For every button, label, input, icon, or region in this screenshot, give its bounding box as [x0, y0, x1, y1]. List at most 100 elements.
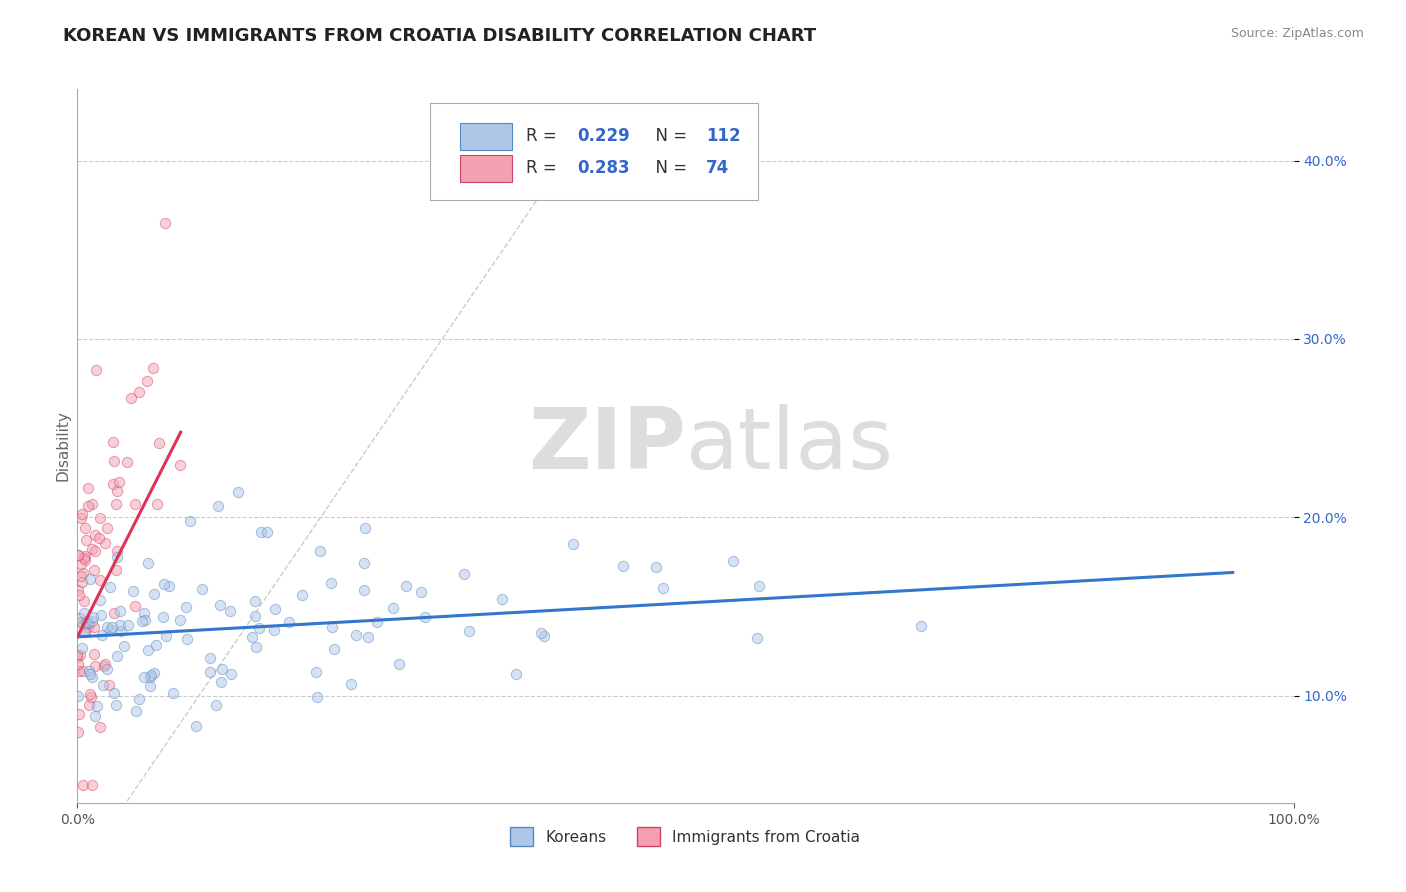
Point — [105, 544, 128, 558]
Point — [82, 609, 104, 624]
Point — [105, 698, 128, 713]
Point — [612, 558, 634, 573]
Point — [108, 618, 131, 632]
Point — [108, 475, 131, 490]
Point — [83, 563, 105, 577]
Point — [96, 521, 118, 535]
Point — [128, 692, 150, 706]
Point — [80, 778, 103, 792]
Point — [103, 477, 125, 491]
Point — [204, 698, 226, 712]
Point — [153, 216, 176, 230]
Point — [75, 521, 97, 535]
Point — [190, 582, 212, 596]
Point — [152, 577, 174, 591]
Point — [72, 606, 94, 620]
Point — [136, 556, 159, 570]
Point — [82, 497, 104, 511]
Point — [148, 436, 170, 450]
Point — [101, 435, 124, 450]
Point — [69, 648, 91, 662]
Text: N =: N = — [645, 160, 693, 178]
Point — [136, 643, 159, 657]
Text: 0.283: 0.283 — [578, 160, 630, 178]
Point — [198, 665, 221, 680]
Point — [105, 483, 128, 498]
Point — [344, 627, 367, 641]
Point — [67, 588, 90, 602]
Point — [75, 533, 97, 547]
Point — [66, 649, 89, 664]
Point — [263, 623, 285, 637]
Point — [243, 608, 266, 623]
Point — [103, 606, 125, 620]
Point — [89, 593, 111, 607]
Point — [169, 458, 191, 472]
Point — [67, 548, 90, 562]
Point — [72, 778, 94, 792]
Point — [82, 615, 104, 629]
Point — [73, 553, 96, 567]
Point — [226, 485, 249, 500]
Point — [354, 521, 377, 535]
Point — [96, 662, 118, 676]
Point — [104, 497, 127, 511]
Point — [77, 499, 100, 513]
Point — [353, 582, 375, 597]
Point — [80, 542, 103, 557]
Point — [73, 593, 96, 607]
Point — [72, 640, 94, 655]
Point — [157, 579, 180, 593]
Point — [533, 629, 555, 643]
FancyBboxPatch shape — [430, 103, 758, 200]
Point — [124, 704, 146, 718]
Point — [491, 592, 513, 607]
Point — [80, 690, 103, 704]
Point — [94, 535, 117, 549]
Point — [321, 576, 343, 591]
Point — [357, 630, 380, 644]
Point — [132, 670, 155, 684]
Point — [110, 604, 132, 618]
Point — [174, 599, 197, 614]
Point — [79, 572, 101, 586]
Point — [142, 361, 165, 376]
Point — [124, 497, 146, 511]
Point — [89, 573, 111, 587]
Point — [277, 615, 299, 629]
Point — [72, 664, 94, 678]
Point — [105, 648, 128, 663]
Point — [505, 667, 527, 681]
Point — [70, 615, 93, 629]
Point — [353, 556, 375, 570]
Point — [84, 543, 107, 558]
Point — [91, 628, 114, 642]
Point — [94, 657, 117, 671]
Point — [142, 586, 165, 600]
Point — [98, 678, 121, 692]
Point — [75, 616, 97, 631]
Point — [67, 582, 90, 597]
Point — [76, 482, 98, 496]
Point — [66, 548, 89, 562]
Point — [66, 724, 89, 739]
Point — [83, 620, 105, 634]
Point — [122, 584, 145, 599]
Point — [69, 611, 91, 625]
Point — [112, 639, 135, 653]
Point — [77, 665, 100, 679]
Point — [105, 550, 128, 565]
Point — [90, 607, 112, 622]
Point — [117, 455, 139, 469]
Point — [89, 532, 111, 546]
Point — [84, 363, 107, 377]
Point — [388, 657, 411, 672]
Point — [139, 670, 162, 684]
Point — [139, 668, 162, 682]
Point — [152, 610, 174, 624]
Point — [321, 619, 343, 633]
Point — [82, 670, 104, 684]
Point — [134, 606, 156, 620]
Point — [910, 618, 932, 632]
Text: R =: R = — [526, 160, 562, 178]
